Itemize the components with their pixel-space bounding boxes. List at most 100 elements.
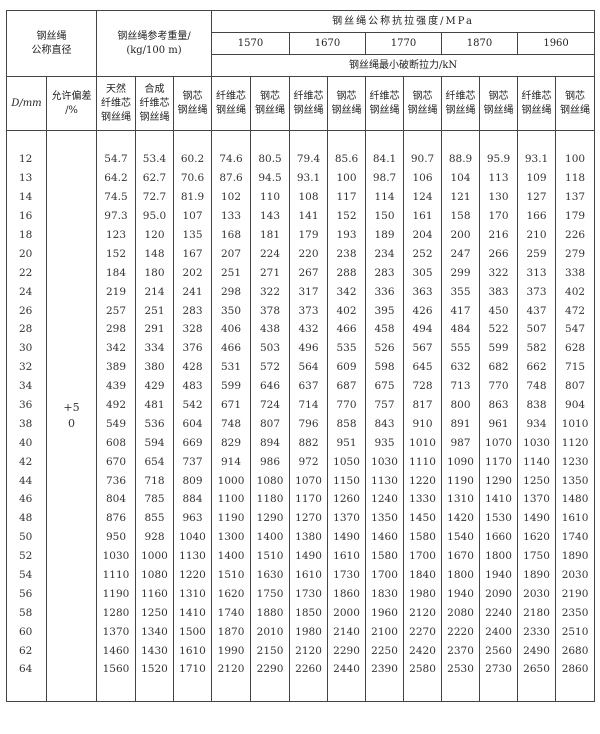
weight-cell: 483 xyxy=(172,376,213,396)
breaking-force-cell: 216 xyxy=(479,225,519,245)
table-row: 36 492 481 542 671 724 714 770 757 817 800 863 838 90… xyxy=(6,395,596,415)
breaking-force-cell: 2120 xyxy=(211,660,252,679)
weight-cell: 963 xyxy=(172,508,213,528)
blank-cell xyxy=(403,678,443,702)
breaking-force-cell: 472 xyxy=(555,301,596,321)
breaking-force-cell: 1080 xyxy=(250,471,291,491)
diameter-cell: 22 xyxy=(6,263,47,283)
breaking-force-cell: 85.6 xyxy=(327,150,367,169)
breaking-force-cell: 1610 xyxy=(555,508,596,528)
breaking-force-cell: 671 xyxy=(211,395,252,415)
breaking-force-cell: 807 xyxy=(555,376,596,396)
weight-cell: 1110 xyxy=(96,565,136,585)
fiber-core-header: 纤维芯 钢丝绳 xyxy=(289,76,329,131)
blank-cell xyxy=(250,678,291,702)
breaking-force-cell: 598 xyxy=(365,357,405,377)
fiber-core-header: 纤维芯 钢丝绳 xyxy=(441,76,481,131)
breaking-force-cell: 531 xyxy=(211,357,252,377)
breaking-force-cell: 1090 xyxy=(441,452,481,472)
diameter-group-header: 钢丝绳 公称直径 xyxy=(6,10,97,77)
diameter-cell: 62 xyxy=(6,641,47,661)
diameter-cell: 28 xyxy=(6,320,47,339)
breaking-force-cell: 496 xyxy=(289,338,329,358)
breaking-force-cell: 317 xyxy=(289,282,329,302)
weight-cell: 1040 xyxy=(172,527,213,547)
blank-cell xyxy=(289,678,329,702)
breaking-force-cell: 1490 xyxy=(327,527,367,547)
breaking-force-cell: 224 xyxy=(250,244,291,264)
breaking-force-cell: 951 xyxy=(327,433,367,453)
diameter-cell: 13 xyxy=(6,168,47,188)
breaking-force-cell: 1480 xyxy=(555,490,596,509)
diameter-cell: 60 xyxy=(6,622,47,642)
breaking-force-cell: 1400 xyxy=(211,546,252,566)
breaking-force-cell: 1730 xyxy=(289,584,329,604)
breaking-force-cell: 267 xyxy=(289,263,329,283)
breaking-force-cell: 1170 xyxy=(289,490,329,509)
breaking-force-cell: 2440 xyxy=(327,660,367,679)
breaking-force-cell: 437 xyxy=(517,301,557,321)
breaking-force-cell: 102 xyxy=(211,187,252,207)
breaking-force-cell: 1990 xyxy=(211,641,252,661)
breaking-force-cell: 1070 xyxy=(479,433,519,453)
breaking-force-cell: 829 xyxy=(211,433,252,453)
breaking-force-cell: 724 xyxy=(250,395,291,415)
diameter-column-header: D/mm xyxy=(6,76,47,131)
breaking-force-cell: 1840 xyxy=(403,565,443,585)
weight-cell: 298 xyxy=(96,320,136,339)
breaking-force-cell: 863 xyxy=(479,395,519,415)
breaking-force-cell: 355 xyxy=(441,282,481,302)
table-row: 52 1030 1000 1130 1400 1510 1490 1610 1580 1700 16… xyxy=(6,546,596,566)
weight-cell: 439 xyxy=(96,376,136,396)
breaking-force-cell: 2180 xyxy=(517,603,557,623)
breaking-force-cell: 1580 xyxy=(365,546,405,566)
tolerance-cell: +5 0 xyxy=(46,130,97,702)
breaking-force-cell: 1800 xyxy=(479,546,519,566)
breaking-force-cell: 2510 xyxy=(555,622,596,642)
breaking-force-cell: 247 xyxy=(441,244,481,264)
weight-cell: 257 xyxy=(96,301,136,321)
table-row: 44 736 718 809 1000 1080 1070 1150 1130 1220 1190 1… xyxy=(6,471,596,491)
breaking-force-cell: 972 xyxy=(289,452,329,472)
blank-cell xyxy=(327,130,367,150)
diameter-cell: 36 xyxy=(6,395,47,415)
breaking-force-cell: 1940 xyxy=(441,584,481,604)
breaking-force-cell: 130 xyxy=(479,187,519,207)
breaking-force-cell: 567 xyxy=(403,338,443,358)
breaking-force-cell: 2290 xyxy=(250,660,291,679)
weight-cell: 670 xyxy=(96,452,136,472)
breaking-force-cell: 2010 xyxy=(250,622,291,642)
breaking-force-cell: 858 xyxy=(327,414,367,434)
breaking-force-cell: 748 xyxy=(517,376,557,396)
breaking-force-cell: 609 xyxy=(327,357,367,377)
breaking-force-cell: 106 xyxy=(403,168,443,188)
breaking-force-cell: 166 xyxy=(517,206,557,226)
blank-cell xyxy=(327,678,367,702)
steel-core-header: 钢芯 钢丝绳 xyxy=(479,76,519,131)
breaking-force-cell: 961 xyxy=(479,414,519,434)
breaking-force-cell: 100 xyxy=(555,150,596,169)
breaking-force-cell: 1290 xyxy=(250,508,291,528)
breaking-force-cell: 210 xyxy=(517,225,557,245)
table-row: 28 298 291 328 406 438 432 466 458 494 484 522 507 54… xyxy=(6,320,596,339)
breaking-force-cell: 1240 xyxy=(365,490,405,509)
breaking-force-cell: 2400 xyxy=(479,622,519,642)
diameter-cell: 44 xyxy=(6,471,47,491)
weight-cell: 481 xyxy=(135,395,174,415)
breaking-force-cell: 395 xyxy=(365,301,405,321)
table-row: 54 1110 1080 1220 1510 1630 1610 1730 1700 1840 18… xyxy=(6,565,596,585)
strength-grade: 1670 xyxy=(289,32,367,55)
breaking-force-cell: 406 xyxy=(211,320,252,339)
weight-cell: 1130 xyxy=(172,546,213,566)
breaking-force-cell: 564 xyxy=(289,357,329,377)
breaking-force-cell: 189 xyxy=(365,225,405,245)
breaking-force-cell: 1350 xyxy=(555,471,596,491)
table-row: 60 1370 1340 1500 1870 2010 1980 2140 2100 2270 22… xyxy=(6,622,596,642)
breaking-force-cell: 181 xyxy=(250,225,291,245)
weight-cell: 1710 xyxy=(172,660,213,679)
breaking-force-cell: 238 xyxy=(327,244,367,264)
breaking-force-cell: 252 xyxy=(403,244,443,264)
weight-cell: 148 xyxy=(135,244,174,264)
breaking-force-cell: 645 xyxy=(403,357,443,377)
breaking-force-cell: 522 xyxy=(479,320,519,339)
